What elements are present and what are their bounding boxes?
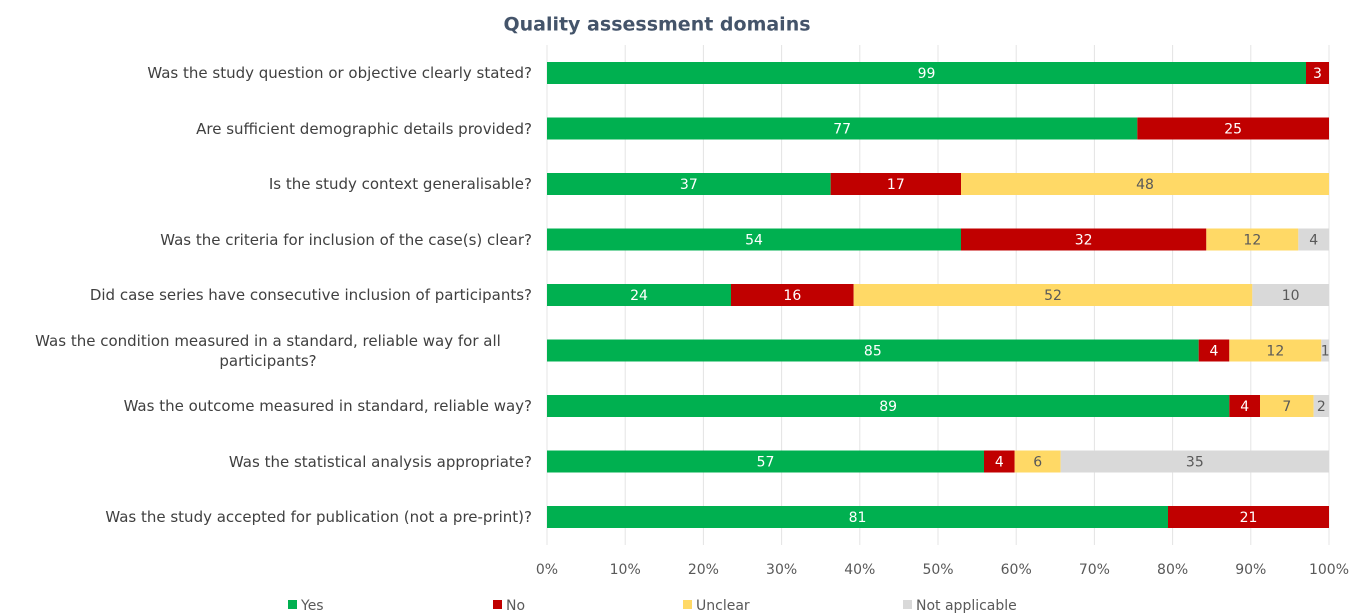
bar-segment — [1321, 339, 1329, 362]
value-label: 2 — [1317, 399, 1326, 415]
bar-segment — [1198, 339, 1230, 362]
category-text: Was the statistical analysis appropriate… — [228, 452, 532, 471]
bar-segment — [1168, 506, 1329, 528]
legend-swatch — [493, 600, 502, 609]
bar-segment — [961, 173, 1329, 195]
chart-title: Quality assessment domains — [503, 14, 810, 36]
bar-segment — [547, 284, 731, 306]
value-label: 37 — [680, 177, 698, 193]
bar-segment — [1252, 284, 1329, 306]
bar-segment — [547, 339, 1199, 362]
legend-label: Yes — [300, 598, 324, 614]
x-tick-label: 20% — [688, 562, 719, 578]
category-text: Was the condition measured in a standard… — [35, 331, 501, 370]
value-label: 17 — [887, 177, 905, 193]
bar-segment — [547, 117, 1138, 140]
legend-swatch — [683, 600, 692, 609]
category-label: Is the study context generalisable? — [4, 174, 532, 194]
bar-segment — [830, 173, 961, 195]
bar-segment — [1137, 117, 1329, 140]
category-text: Did case series have consecutive inclusi… — [89, 286, 532, 304]
bar-segment — [547, 62, 1306, 84]
category-label: Are sufficient demographic details provi… — [4, 119, 532, 139]
value-label: 52 — [1044, 288, 1062, 304]
legend-label: Unclear — [696, 598, 750, 614]
x-tick-label: 0% — [536, 562, 558, 578]
value-label: 89 — [879, 399, 897, 415]
bar-segment — [1298, 228, 1329, 251]
category-text: Was the criteria for inclusion of the ca… — [160, 230, 532, 249]
bar-segment — [1313, 395, 1329, 417]
x-tick-label: 10% — [610, 562, 641, 578]
bar-segment — [984, 450, 1015, 473]
bar-segment — [547, 506, 1168, 528]
x-tick-label: 30% — [766, 562, 797, 578]
value-label: 77 — [833, 122, 851, 138]
category-label: Was the criteria for inclusion of the ca… — [4, 230, 532, 250]
category-label: Was the condition measured in a standard… — [4, 331, 532, 371]
category-text: Are sufficient demographic details provi… — [196, 119, 532, 138]
value-label: 35 — [1186, 455, 1204, 471]
category-text: Is the study context generalisable? — [268, 175, 532, 193]
value-label: 6 — [1033, 455, 1042, 471]
bar-segment — [731, 284, 854, 306]
value-label: 81 — [849, 510, 867, 526]
legend-label: No — [506, 598, 525, 614]
category-label: Was the statistical analysis appropriate… — [4, 452, 532, 472]
category-label: Was the study accepted for publication (… — [4, 507, 532, 527]
value-label: 4 — [995, 455, 1004, 471]
x-tick-label: 90% — [1235, 562, 1266, 578]
bar-segment — [1229, 339, 1322, 362]
value-label: 57 — [757, 455, 775, 471]
bar-segment — [547, 450, 984, 473]
value-label: 85 — [864, 344, 882, 360]
legend-swatch — [288, 600, 297, 609]
x-tick-label: 50% — [922, 562, 953, 578]
value-label: 24 — [630, 288, 648, 304]
value-label: 21 — [1240, 510, 1258, 526]
bar-segment — [547, 395, 1230, 417]
category-label: Did case series have consecutive inclusi… — [4, 285, 532, 305]
value-label: 99 — [918, 66, 936, 82]
x-tick-label: 80% — [1157, 562, 1188, 578]
value-label: 32 — [1075, 233, 1093, 249]
bar-segment — [961, 228, 1207, 251]
value-label: 12 — [1266, 344, 1284, 360]
bar-segment — [1014, 450, 1061, 473]
bar-segment — [1306, 62, 1329, 84]
value-label: 25 — [1224, 122, 1242, 138]
value-label: 3 — [1313, 66, 1322, 82]
legend-label: Not applicable — [916, 598, 1017, 614]
value-label: 12 — [1243, 233, 1261, 249]
value-label: 4 — [1309, 233, 1318, 249]
bar-segment — [1229, 395, 1260, 417]
category-text: Was the study question or objective clea… — [147, 64, 532, 82]
bar-segment — [1260, 395, 1314, 417]
bar-segment — [853, 284, 1253, 306]
value-label: 7 — [1282, 399, 1291, 415]
category-text: Was the study accepted for publication (… — [105, 508, 532, 526]
category-label: Was the outcome measured in standard, re… — [4, 396, 532, 416]
legend-swatch — [903, 600, 912, 609]
bar-segment — [547, 173, 831, 195]
value-label: 4 — [1240, 399, 1249, 415]
x-tick-label: 70% — [1079, 562, 1110, 578]
value-label: 1 — [1321, 344, 1330, 360]
bar-segment — [1206, 228, 1299, 251]
value-label: 54 — [745, 233, 763, 249]
category-label: Was the study question or objective clea… — [4, 63, 532, 83]
bar-segment — [1060, 450, 1329, 473]
x-tick-label: 40% — [844, 562, 875, 578]
x-tick-label: 60% — [1001, 562, 1032, 578]
value-label: 16 — [783, 288, 801, 304]
value-label: 10 — [1282, 288, 1300, 304]
value-label: 4 — [1210, 344, 1219, 360]
category-text: Was the outcome measured in standard, re… — [123, 397, 532, 415]
value-label: 48 — [1136, 177, 1154, 193]
x-tick-label: 100% — [1309, 562, 1349, 578]
bar-segment — [547, 228, 961, 251]
